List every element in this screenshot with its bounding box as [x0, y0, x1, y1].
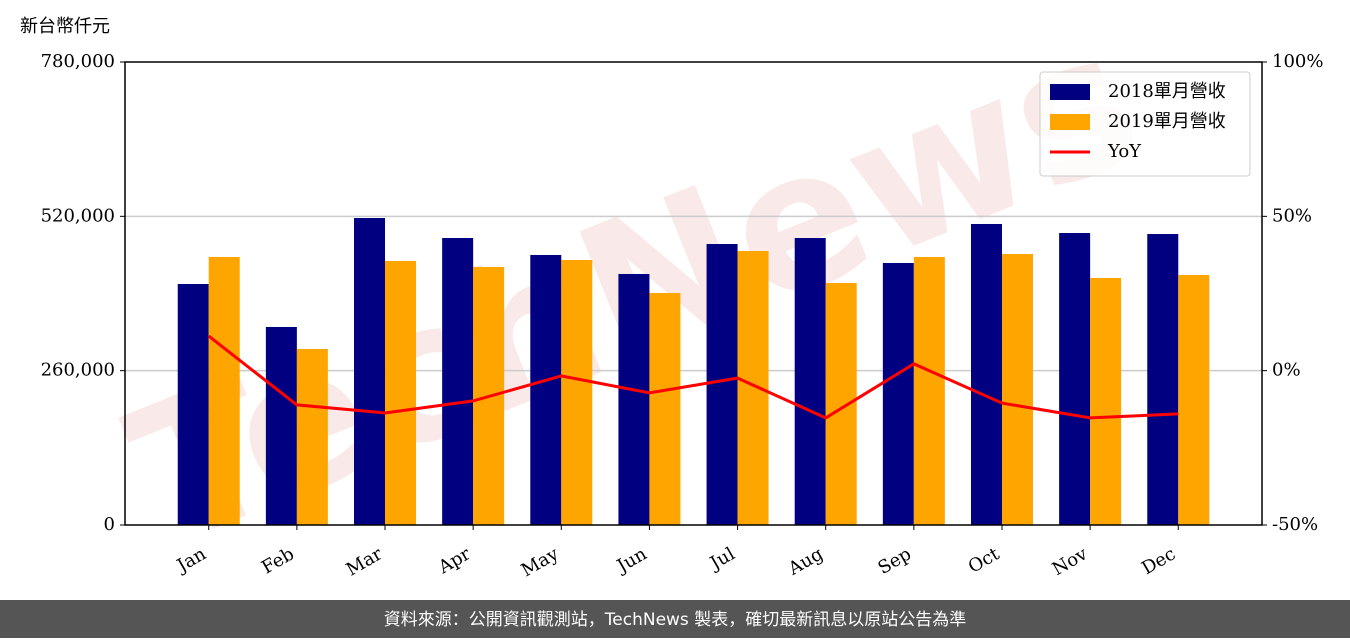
x-tick-label: Mar: [343, 543, 387, 580]
bar: [970, 223, 1002, 525]
y2-tick-label: 0%: [1272, 360, 1301, 381]
legend-label: 2018單月營收: [1108, 81, 1226, 102]
x-tick-label: May: [518, 543, 563, 581]
legend-label: 2019單月營收: [1108, 111, 1226, 132]
plot-frame: [124, 61, 1263, 526]
bar: [208, 256, 240, 525]
bar: [825, 282, 857, 525]
y-tick-label: 260,000: [41, 360, 115, 381]
bar: [1001, 254, 1033, 525]
bar: [561, 260, 593, 525]
x-tick-label: Sep: [874, 543, 914, 578]
legend-box: [1039, 71, 1251, 177]
bar: [442, 237, 474, 525]
y2-tick-label: 50%: [1272, 205, 1312, 226]
y-tick-label: 520,000: [41, 205, 115, 226]
bar: [737, 250, 769, 526]
footer: 資料來源：公開資訊觀測站，TechNews 製表，確切最新訊息以原站公告為準: [384, 610, 966, 630]
bar: [265, 326, 297, 525]
x-tick-label: Jul: [705, 543, 739, 575]
line: [207, 334, 1179, 420]
y-tick-label: 780,000: [41, 51, 115, 72]
y-tick-label: 0: [104, 514, 115, 535]
bar: [1178, 274, 1210, 525]
bar: [794, 237, 826, 525]
bar: [706, 243, 738, 525]
legend-swatch: [1050, 114, 1090, 130]
bar: [649, 293, 681, 525]
x-tick-label: Aug: [784, 543, 827, 580]
x-tick-label: Apr: [434, 543, 474, 578]
bar: [1059, 233, 1091, 526]
y2-tick-label: 100%: [1272, 51, 1323, 72]
footer-bar: [0, 600, 1350, 638]
y2-tick-label: -50%: [1272, 514, 1318, 535]
bar: [354, 217, 386, 525]
bar: [913, 256, 945, 525]
x-tick-label: Jun: [612, 543, 651, 578]
legend-swatch: [1050, 84, 1090, 100]
bar: [882, 262, 914, 525]
bar: [1147, 234, 1179, 525]
bar: [1090, 278, 1122, 525]
x-tick-label: Dec: [1138, 543, 1179, 579]
bar: [177, 284, 209, 525]
bar: [385, 260, 417, 525]
legend-label: YoY: [1107, 141, 1142, 162]
x-tick-label: Oct: [965, 543, 1004, 578]
y-unit-label: 新台幣仟元: [20, 16, 110, 37]
bar: [618, 273, 650, 525]
x-tick-label: Nov: [1049, 543, 1092, 580]
bar: [530, 254, 562, 526]
bar: [296, 349, 328, 525]
